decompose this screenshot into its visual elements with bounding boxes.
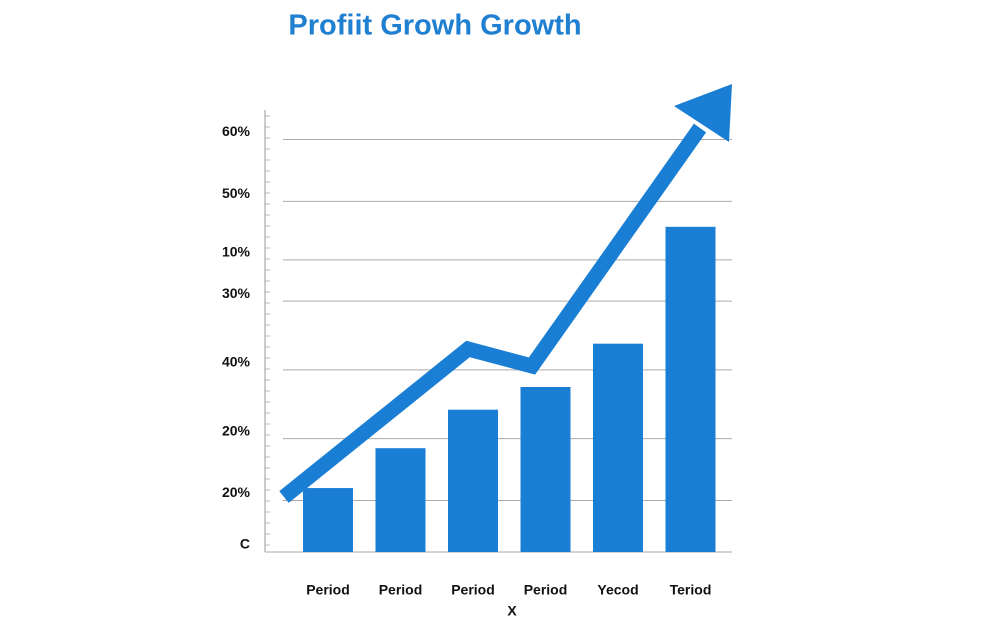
bar	[593, 343, 643, 552]
x-tick-label: Period	[451, 582, 495, 598]
trend-arrow	[279, 123, 707, 503]
y-tick-label: 50%	[222, 185, 251, 201]
x-axis-label: X	[507, 603, 517, 619]
x-tick-label: Period	[524, 582, 568, 598]
y-tick-label: 20%	[222, 422, 251, 438]
bar	[665, 226, 716, 552]
y-tick-label: C	[240, 536, 250, 552]
bar	[520, 387, 571, 552]
y-tick-label: 40%	[222, 354, 251, 370]
x-tick-label: Yecod	[597, 582, 638, 598]
axis-minor-ticks	[265, 115, 270, 546]
bar	[303, 488, 353, 552]
y-tick-label: 60%	[222, 123, 251, 139]
y-tick-label: 20%	[222, 484, 251, 500]
x-tick-label: Teriod	[670, 582, 712, 598]
x-tick-label: Period	[306, 582, 350, 598]
bar	[448, 409, 498, 552]
x-tick-label: Period	[379, 582, 423, 598]
y-tick-label: 30%	[222, 285, 251, 301]
bar	[375, 448, 426, 552]
trend-arrowhead	[674, 84, 732, 142]
chart-title: Profiit Growh Growth	[288, 10, 581, 42]
y-tick-label: 10%	[222, 244, 251, 260]
